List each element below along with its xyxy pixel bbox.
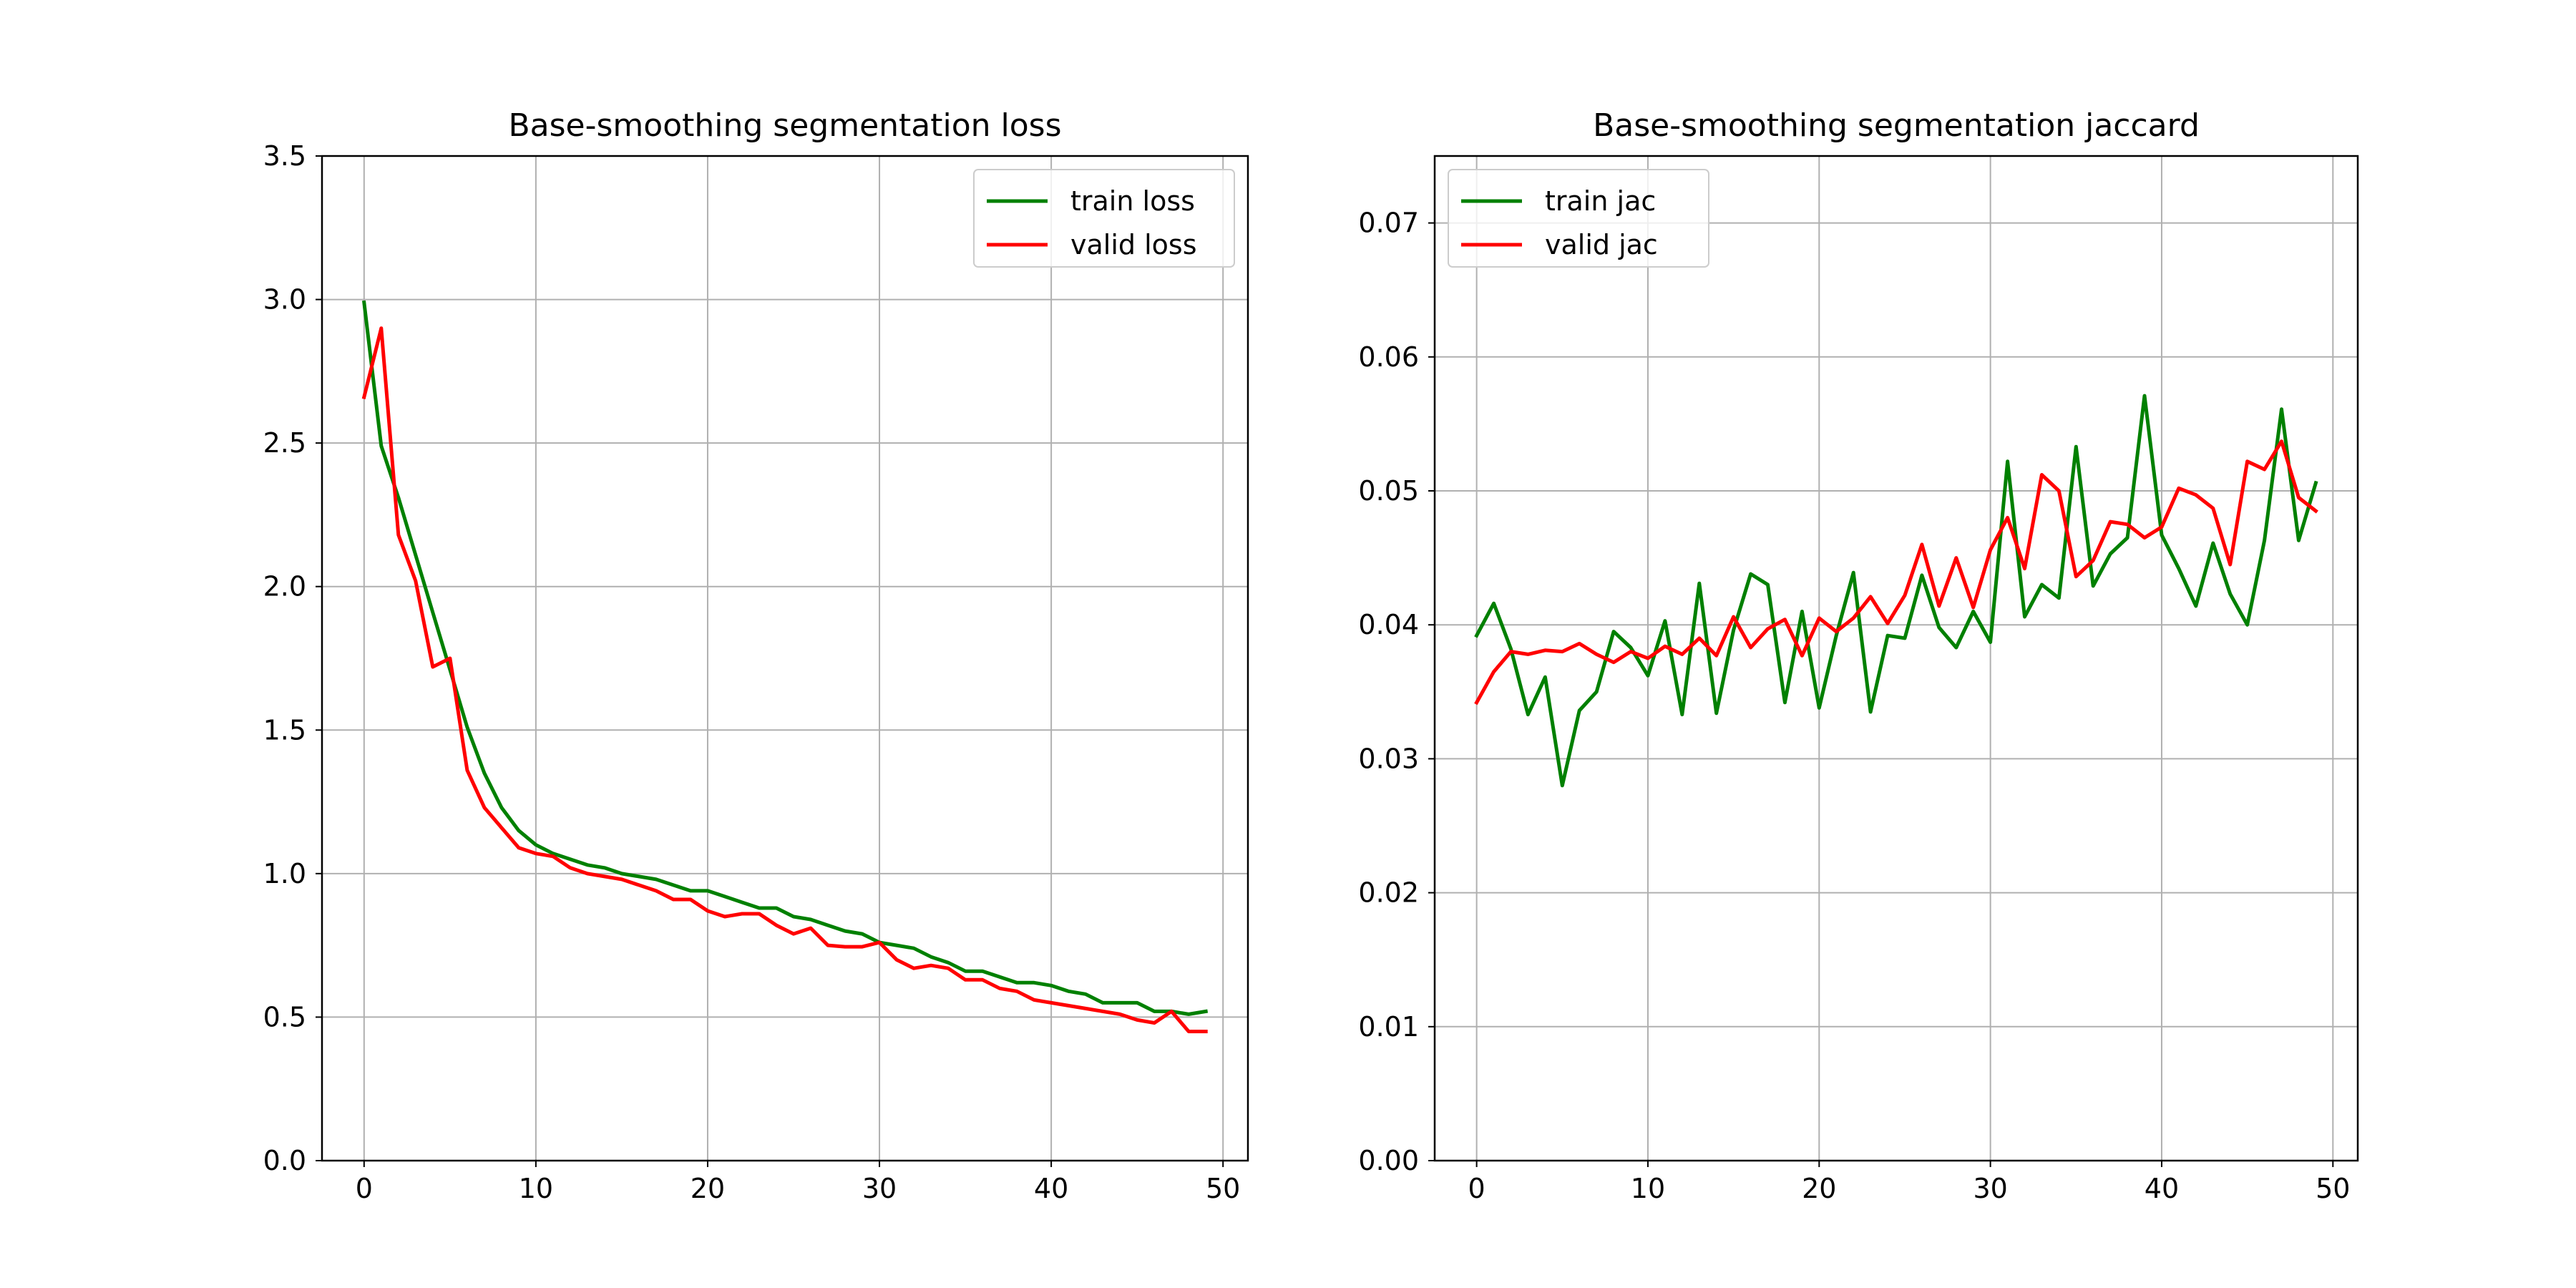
series-line-train-loss: [362, 300, 1209, 1016]
loss-legend-box: [973, 169, 1235, 268]
series-line-valid-loss: [361, 326, 1208, 1033]
jaccard-y-tick-label-0-05: 0.05: [1358, 475, 1419, 507]
loss-y-tick-label-0-5: 0.5: [263, 1001, 306, 1033]
loss-legend: train loss valid loss: [973, 169, 1235, 268]
loss-x-tick-label-10: 10: [519, 1173, 553, 1204]
jaccard-y-tick-label-0-06: 0.06: [1358, 341, 1419, 373]
jaccard-x-tick-label-10: 10: [1631, 1173, 1665, 1204]
jaccard-x-tick-label-30: 30: [1973, 1173, 2007, 1204]
jaccard-chart: 0 10 20 30 40 50 0.00 0.01 0.02 0.03 0.04 0.05 0.06…: [1358, 107, 2359, 1204]
legend-label-train-jac: train jac: [1545, 185, 1656, 217]
loss-y-tick-label-3-0: 3.0: [263, 284, 306, 316]
legend-label-valid-loss: valid loss: [1070, 229, 1197, 260]
jaccard-y-tick-label-0-02: 0.02: [1358, 877, 1419, 909]
loss-x-tick-label-20: 20: [691, 1173, 725, 1204]
loss-chart-title: Base-smoothing segmentation loss: [508, 107, 1061, 144]
jaccard-y-tick-label-0-04: 0.04: [1358, 609, 1419, 640]
loss-series: [361, 300, 1209, 1033]
jaccard-y-tick-label-0-01: 0.01: [1358, 1011, 1419, 1043]
loss-y-tick-label-1-5: 1.5: [263, 714, 306, 746]
loss-x-tick-label-0: 0: [356, 1173, 373, 1204]
jaccard-x-tick-label-50: 50: [2316, 1173, 2350, 1204]
loss-y-ticks: 0.0 0.5 1.0 1.5 2.0 2.5 3.0 3.5: [263, 140, 322, 1176]
loss-x-tick-label-30: 30: [862, 1173, 897, 1204]
loss-y-tick-label-2-5: 2.5: [263, 427, 306, 459]
legend-label-valid-jac: valid jac: [1545, 229, 1658, 260]
jaccard-x-tick-label-40: 40: [2145, 1173, 2179, 1204]
loss-x-ticks: 0 10 20 30 40 50: [356, 1161, 1240, 1204]
jaccard-y-tick-label-0-03: 0.03: [1358, 743, 1419, 774]
loss-y-tick-label-3-5: 3.5: [263, 140, 306, 172]
jaccard-x-ticks: 0 10 20 30 40 50: [1468, 1161, 2350, 1204]
loss-x-tick-label-50: 50: [1206, 1173, 1240, 1204]
jaccard-y-tick-label-0-00: 0.00: [1358, 1145, 1419, 1176]
loss-plot-frame: [321, 155, 1249, 1162]
jaccard-legend-box: [1448, 169, 1709, 268]
loss-chart: 0 10 20 30 40 50 0.0 0.5 1.0 1.5 2.0 2.5 3.0 3.5 Bas…: [263, 107, 1249, 1204]
jaccard-x-tick-label-20: 20: [1802, 1173, 1836, 1204]
jaccard-x-tick-label-0: 0: [1468, 1173, 1485, 1204]
jaccard-legend: train jac valid jac: [1448, 169, 1709, 268]
loss-y-tick-label-1-0: 1.0: [263, 858, 306, 889]
loss-x-tick-label-40: 40: [1034, 1173, 1068, 1204]
loss-y-tick-label-2-0: 2.0: [263, 571, 306, 602]
jaccard-y-tick-label-0-07: 0.07: [1358, 208, 1419, 239]
loss-y-tick-label-0-0: 0.0: [263, 1145, 306, 1176]
jaccard-chart-title: Base-smoothing segmentation jaccard: [1593, 107, 2200, 144]
legend-label-train-loss: train loss: [1070, 185, 1195, 217]
jaccard-plot-frame: [1433, 155, 2359, 1162]
series-line-valid-jac: [1474, 439, 2318, 706]
series-line-train-jac: [1474, 394, 2318, 788]
jaccard-y-ticks: 0.00 0.01 0.02 0.03 0.04 0.05 0.06 0.07: [1358, 208, 1435, 1176]
jaccard-series: [1474, 394, 2318, 788]
